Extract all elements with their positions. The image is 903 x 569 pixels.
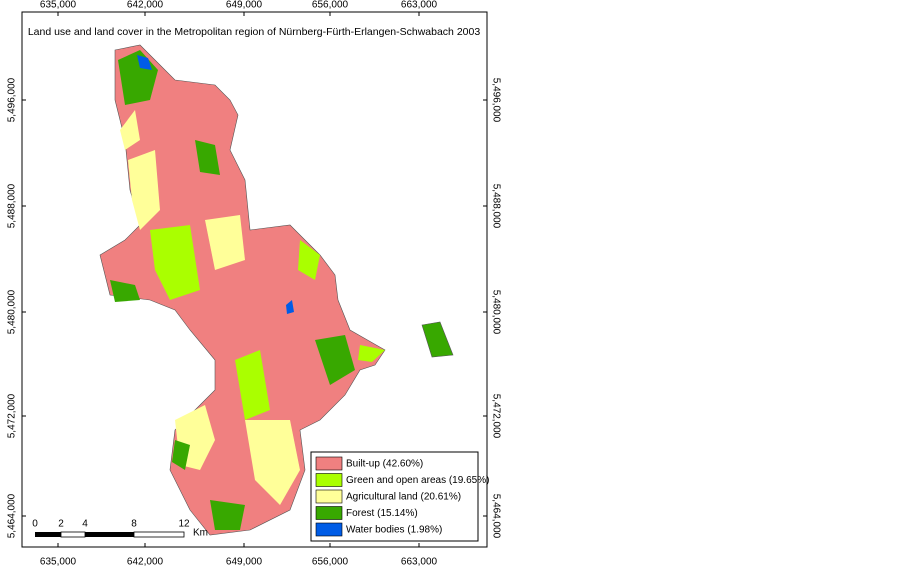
legend-label: Water bodies (1.98%) [346,525,442,536]
patch-agri [120,110,140,150]
y-tick-label-left: 5,472,000 [7,393,18,438]
y-tick-label-right: 5,464,000 [490,494,501,539]
scale-segment [60,531,86,538]
land-use-map [99,44,454,536]
x-tick-label-bottom: 642,000 [127,557,164,568]
scale-unit: Km [193,528,208,539]
scale-label: 0 [32,519,38,530]
region-builtup [99,44,386,536]
y-tick-label-right: 5,488,000 [490,184,501,229]
y-tick-label-left: 5,488,000 [7,183,18,228]
patch-green [150,225,200,300]
legend-swatch [315,522,343,537]
legend-label: Green and open areas (19.65%) [346,475,489,486]
legend-swatch [315,489,343,504]
y-tick-label-right: 5,496,000 [490,78,501,123]
scale-segment [85,532,134,537]
patch-agri [245,420,300,505]
legend-swatch [315,473,343,487]
scale-label: 8 [131,519,137,530]
map-title: Land use and land cover in the Metropoli… [28,26,481,38]
patch-water [137,55,152,70]
region-east [421,321,454,358]
scale-segment [133,531,185,538]
patch-water [286,300,294,314]
patch-green [235,350,270,420]
legend-swatch [315,456,343,471]
patch-forest [210,500,245,530]
x-tick-label-bottom: 649,000 [226,557,263,568]
x-tick-label-top: 656,000 [312,0,349,11]
patch-green [358,345,385,362]
patch-forest [110,280,140,302]
x-tick-label-top: 642,000 [127,0,164,11]
x-tick-label-top: 663,000 [401,0,438,11]
scale-label: 4 [82,519,88,530]
scale-label: 2 [58,519,64,530]
scale-bar [35,531,185,538]
patch-forest [195,140,220,175]
patch-forest [172,440,190,470]
x-tick-label-top: 635,000 [40,0,77,11]
x-tick-label-bottom: 635,000 [40,557,77,568]
patch-agri [205,215,245,270]
scale-segment [35,532,61,537]
y-tick-label-left: 5,496,000 [7,77,18,122]
legend-swatch [315,506,343,520]
x-tick-label-bottom: 656,000 [312,557,349,568]
y-tick-label-left: 5,480,000 [7,289,18,334]
patch-forest [315,335,355,385]
y-tick-label-left: 5,464,000 [7,493,18,538]
x-tick-label-top: 649,000 [226,0,263,11]
legend-label: Agricultural land (20.61%) [346,492,461,503]
y-tick-label-right: 5,472,000 [490,394,501,439]
legend-label: Built-up (42.60%) [346,459,423,470]
y-tick-label-right: 5,480,000 [490,290,501,335]
scale-label: 12 [178,519,190,530]
patch-green [298,240,320,280]
legend-label: Forest (15.14%) [346,508,418,519]
patch-agri [128,150,160,230]
x-tick-label-bottom: 663,000 [401,557,438,568]
